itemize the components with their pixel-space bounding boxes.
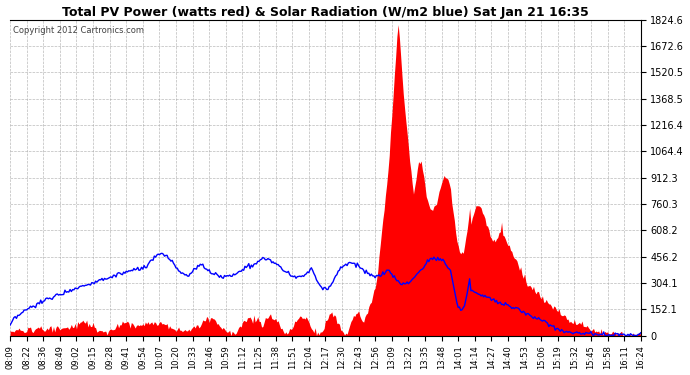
- Title: Total PV Power (watts red) & Solar Radiation (W/m2 blue) Sat Jan 21 16:35: Total PV Power (watts red) & Solar Radia…: [62, 6, 589, 18]
- Text: Copyright 2012 Cartronics.com: Copyright 2012 Cartronics.com: [13, 26, 144, 35]
